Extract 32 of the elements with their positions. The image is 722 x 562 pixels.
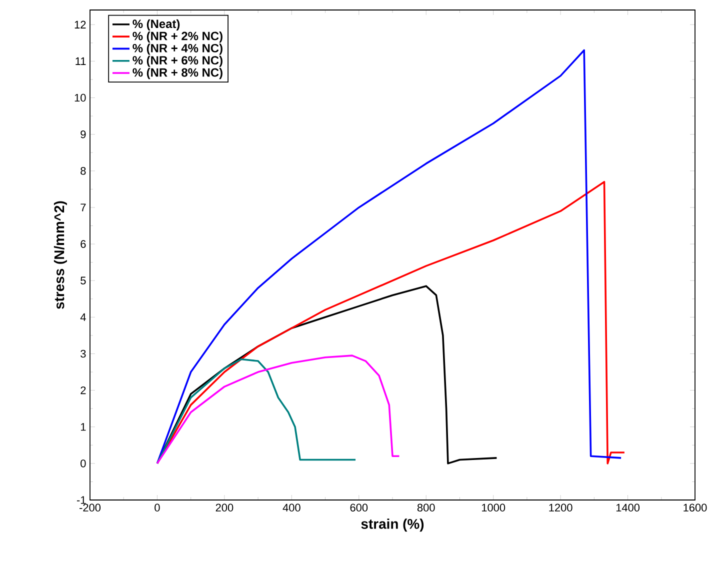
y-tick-label: 7 bbox=[80, 204, 86, 212]
y-tick-label: 10 bbox=[74, 94, 86, 102]
legend-label: % (NR + 4% NC) bbox=[132, 44, 222, 55]
line-series bbox=[156, 354, 400, 464]
y-tick-label: 12 bbox=[74, 20, 86, 28]
x-tick-label: -200 bbox=[80, 504, 101, 512]
y-tick-label: 3 bbox=[80, 350, 86, 358]
y-tick-label: 11 bbox=[76, 57, 86, 65]
y-tick-label: 9 bbox=[80, 130, 86, 138]
y-tick-label: 6 bbox=[80, 240, 86, 248]
x-axis-title: strain (%) bbox=[361, 518, 424, 532]
y-tick-label: 2 bbox=[80, 386, 86, 394]
x-tick-label: 1000 bbox=[482, 504, 506, 512]
x-tick-label: 1200 bbox=[549, 504, 572, 512]
y-tick-label: 8 bbox=[80, 167, 86, 175]
x-tick-label: 0 bbox=[154, 504, 160, 512]
x-tick-label: 1400 bbox=[616, 504, 640, 512]
x-tick-label: 200 bbox=[216, 504, 234, 512]
y-tick-label: -1 bbox=[76, 496, 86, 504]
legend-label: % (Neat) bbox=[132, 19, 180, 30]
y-tick-label: 5 bbox=[80, 276, 86, 284]
y-axis-title: stress (N/mm^2) bbox=[54, 201, 67, 309]
x-tick-label: 600 bbox=[350, 504, 368, 512]
legend-label: % (NR + 6% NC) bbox=[132, 56, 222, 67]
legend-label: % (NR + 2% NC) bbox=[132, 31, 222, 43]
x-tick-label: 400 bbox=[282, 504, 300, 512]
y-tick-label: 4 bbox=[80, 313, 86, 321]
x-tick-label: 1600 bbox=[684, 504, 707, 512]
y-tick-label: 1 bbox=[80, 423, 86, 431]
x-tick-label: 800 bbox=[417, 504, 435, 512]
legend-label: % (NR + 8% NC) bbox=[132, 68, 222, 80]
y-tick-label: 0 bbox=[80, 460, 86, 468]
